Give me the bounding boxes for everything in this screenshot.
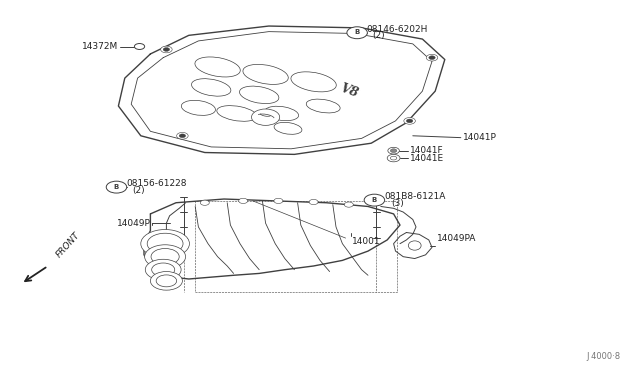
- Ellipse shape: [274, 122, 302, 134]
- Circle shape: [134, 44, 145, 49]
- Text: 14041E: 14041E: [410, 154, 444, 163]
- Text: 08156-61228: 08156-61228: [126, 179, 187, 188]
- Circle shape: [429, 56, 435, 60]
- Circle shape: [156, 275, 177, 287]
- Circle shape: [150, 272, 182, 290]
- Ellipse shape: [291, 72, 336, 92]
- Text: (3): (3): [391, 199, 404, 208]
- Circle shape: [177, 132, 188, 139]
- Ellipse shape: [307, 99, 340, 113]
- Ellipse shape: [264, 106, 299, 121]
- Text: J 4000·8: J 4000·8: [587, 352, 621, 361]
- Ellipse shape: [408, 241, 421, 250]
- Circle shape: [145, 259, 181, 280]
- Text: V8: V8: [338, 82, 360, 100]
- Ellipse shape: [191, 79, 231, 96]
- Ellipse shape: [217, 106, 257, 121]
- Circle shape: [161, 46, 172, 53]
- Text: 14041P: 14041P: [463, 133, 497, 142]
- Circle shape: [426, 54, 438, 61]
- Text: (2): (2): [132, 186, 145, 195]
- Ellipse shape: [239, 86, 279, 103]
- Circle shape: [200, 200, 209, 205]
- Circle shape: [353, 28, 364, 35]
- Text: FRONT: FRONT: [54, 230, 82, 259]
- Circle shape: [145, 245, 186, 269]
- Ellipse shape: [195, 57, 240, 77]
- Text: 14041F: 14041F: [410, 146, 444, 155]
- Circle shape: [347, 27, 367, 39]
- Circle shape: [239, 198, 248, 203]
- Circle shape: [151, 248, 179, 265]
- Circle shape: [355, 30, 362, 33]
- Circle shape: [179, 134, 186, 138]
- Text: (2): (2): [372, 31, 385, 40]
- Circle shape: [274, 198, 283, 203]
- Circle shape: [309, 199, 318, 205]
- Circle shape: [163, 48, 170, 51]
- Circle shape: [152, 263, 175, 276]
- Ellipse shape: [181, 100, 216, 115]
- Text: 14372M: 14372M: [82, 42, 118, 51]
- Text: 14049P: 14049P: [116, 219, 150, 228]
- Text: B: B: [114, 184, 119, 190]
- Text: 14049PA: 14049PA: [436, 234, 476, 243]
- Circle shape: [387, 154, 400, 162]
- Circle shape: [390, 156, 397, 160]
- Circle shape: [406, 119, 413, 123]
- Text: B: B: [355, 29, 360, 35]
- Circle shape: [147, 233, 183, 254]
- Circle shape: [390, 149, 397, 153]
- Circle shape: [388, 147, 399, 154]
- Circle shape: [141, 230, 189, 258]
- Circle shape: [404, 118, 415, 124]
- Circle shape: [252, 109, 280, 125]
- Text: 14001: 14001: [352, 237, 381, 246]
- Text: B: B: [372, 197, 377, 203]
- Text: 08146-6202H: 08146-6202H: [366, 25, 428, 33]
- Text: 081B8-6121A: 081B8-6121A: [385, 192, 446, 201]
- Circle shape: [364, 194, 385, 206]
- Ellipse shape: [243, 64, 288, 84]
- Circle shape: [344, 202, 353, 207]
- Circle shape: [106, 181, 127, 193]
